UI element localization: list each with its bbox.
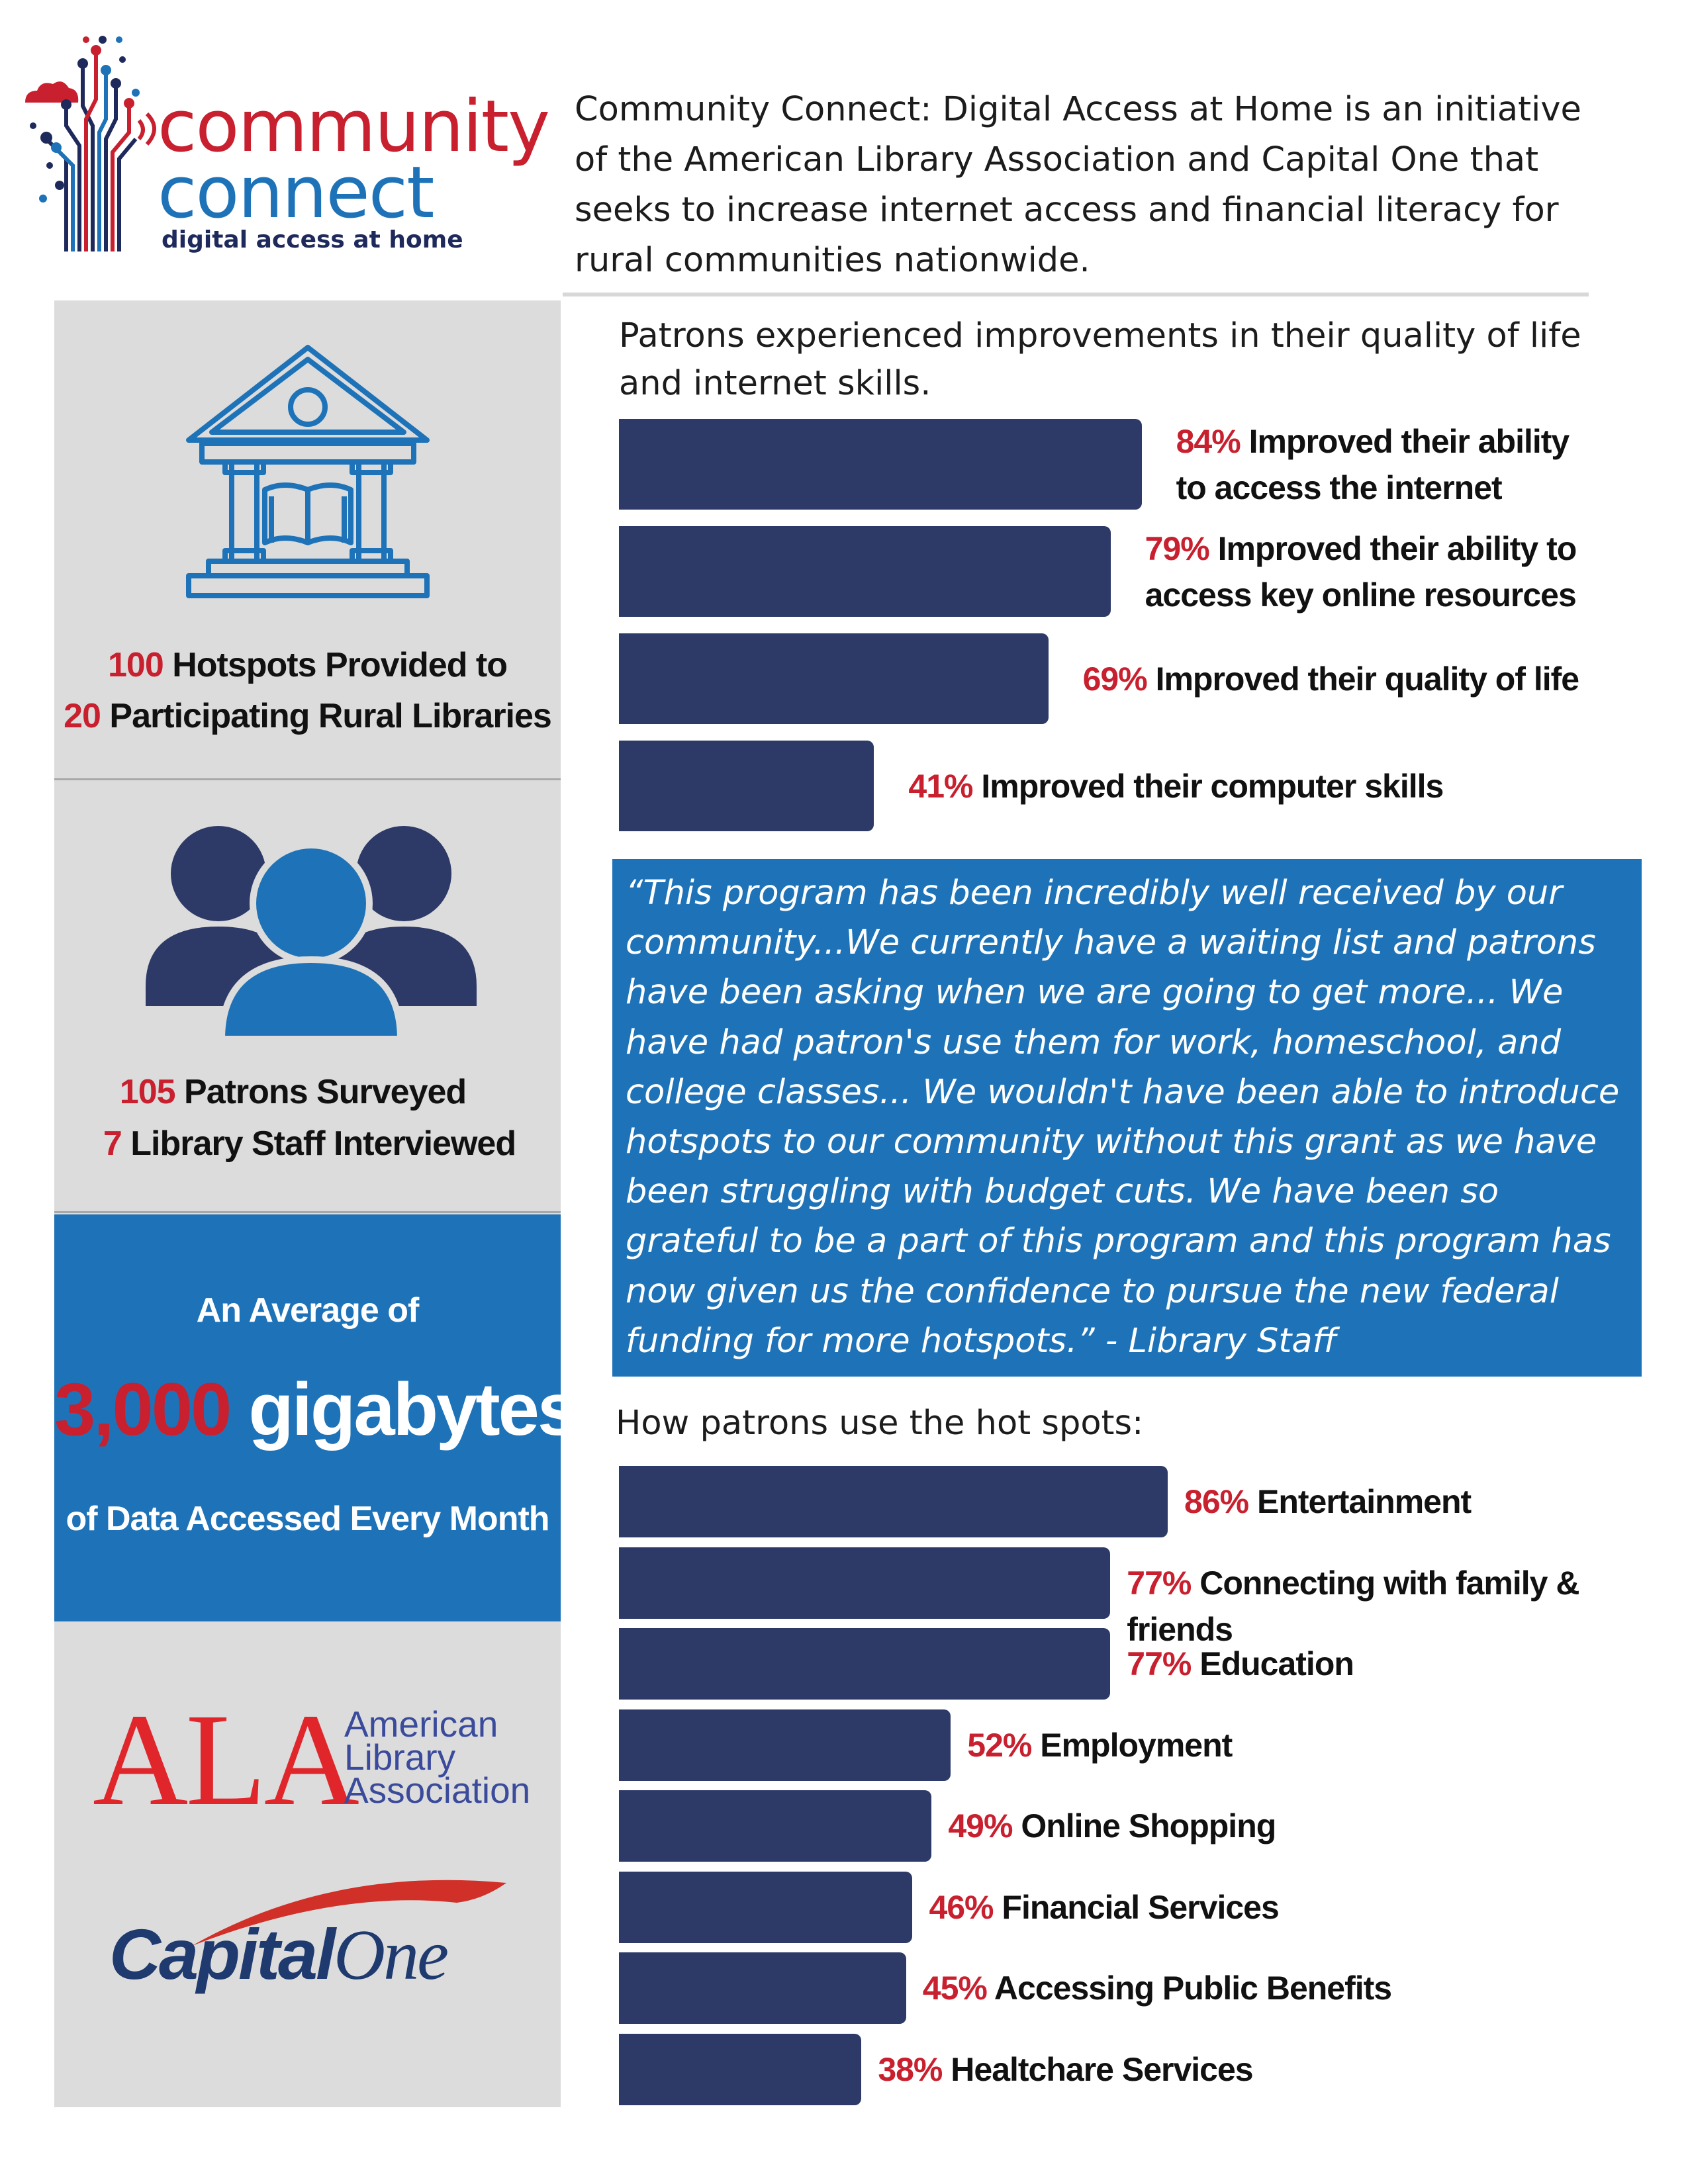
people-group-icon (146, 826, 477, 1042)
bar (619, 1709, 951, 1781)
capital-one-swoosh-icon (192, 1880, 506, 1946)
logo-tagline: digital access at home (162, 226, 463, 253)
bar-category: Employment (1031, 1726, 1233, 1764)
bar-category: Financial Services (993, 1888, 1279, 1926)
bar-label: 69% Improved their quality of life (1082, 656, 1580, 702)
bar (619, 1466, 1168, 1537)
bar-category: Improved their quality of life (1147, 660, 1580, 698)
bar-category: Improved their computer skills (972, 767, 1444, 805)
bar (619, 1790, 932, 1862)
stat-text: Participating Rural Libraries (100, 697, 551, 735)
bar-label: 77% Connecting with family & friends (1127, 1560, 1688, 1653)
ala-word: American (344, 1704, 498, 1745)
bar-label: 84% Improved their ability to access the … (1176, 418, 1570, 511)
bar-label: 41% Improved their computer skills (908, 763, 1444, 809)
bar (619, 1628, 1111, 1700)
stat-patrons-surveyed: 105 Patrons Surveyed (40, 1072, 546, 1112)
bar-value: 49% (948, 1807, 1013, 1844)
quote-panel (612, 859, 1642, 1377)
bar-value: 69% (1082, 660, 1148, 698)
ala-word: Library (344, 1737, 456, 1778)
bar-category: to access the internet (1176, 469, 1503, 506)
intro-paragraph: Community Connect: Digital Access at Hom… (575, 90, 1581, 280)
capital-one-part2: One (334, 1916, 449, 1995)
bar-category: Entertainment (1248, 1483, 1472, 1520)
data-unit: gigabytes (230, 1368, 579, 1451)
bar-value: 38% (878, 2050, 943, 2088)
improvements-heading: Patrons experienced improvements in thei… (619, 316, 1581, 403)
logo-word-community: community (158, 85, 550, 168)
bar-category: Education (1191, 1645, 1354, 1682)
stat-number: 7 (103, 1124, 122, 1163)
usage-heading: How patrons use the hot spots: (616, 1404, 1144, 1443)
bar (619, 2033, 862, 2105)
bar-category: Online Shopping (1012, 1807, 1276, 1844)
left-stats-panel (54, 300, 561, 2107)
stat-text: Patrons Surveyed (175, 1073, 467, 1111)
bar-label: 86% Entertainment (1184, 1479, 1472, 1525)
stat-text: Hotspots Provided to (163, 646, 508, 684)
data-usage-panel (54, 1214, 561, 1621)
stat-number: 100 (107, 646, 164, 684)
ala-word: Association (344, 1770, 531, 1811)
capital-one-part1: Capital (109, 1914, 336, 1994)
stat-staff-interviewed: 7 Library Staff Interviewed (56, 1124, 563, 1163)
bar-category: Improved their ability to (1209, 529, 1577, 567)
bar-label: 38% Healtchare Services (878, 2046, 1253, 2093)
bar-category: Healtchare Services (942, 2050, 1253, 2088)
bar (619, 1952, 906, 2024)
data-gigabytes-figure: 3,000 gigabytes (54, 1367, 579, 1452)
bar-label: 49% Online Shopping (948, 1803, 1276, 1849)
data-amount: 3,000 (54, 1368, 232, 1451)
bar-label: 46% Financial Services (929, 1884, 1279, 1931)
stat-number: 20 (64, 697, 101, 735)
ala-logo-words: American Library Association (344, 1704, 556, 1811)
bar (619, 526, 1111, 617)
bar (619, 1871, 913, 1943)
bar-category: access key online resources (1145, 576, 1577, 614)
bar (619, 419, 1142, 510)
bar-category: Improved their ability (1240, 422, 1570, 460)
bar (619, 633, 1049, 724)
bar-value: 46% (929, 1888, 994, 1926)
ala-logo-letters: ALA (93, 1687, 359, 1833)
bar-label: 52% Employment (967, 1722, 1233, 1768)
bar-category: Connecting with family & friends (1127, 1564, 1579, 1648)
bar-value: 84% (1176, 422, 1241, 460)
data-monthly-label: of Data Accessed Every Month (66, 1500, 549, 1538)
panel-divider (54, 1211, 561, 1213)
stat-participating-libraries: 20 Participating Rural Libraries (54, 696, 561, 736)
bar-value: 41% (908, 767, 973, 805)
staff-quote: “This program has been incredibly well r… (626, 874, 1620, 1361)
logo-word-connect: connect (158, 152, 435, 234)
bar-label: 77% Education (1127, 1641, 1354, 1687)
bar-value: 79% (1145, 529, 1210, 567)
bar-label: 79% Improved their ability to access key … (1145, 525, 1577, 618)
stat-text: Library Staff Interviewed (121, 1124, 516, 1163)
bar (619, 741, 874, 831)
library-building-icon (186, 345, 430, 598)
panel-divider (54, 778, 561, 780)
bar-value: 52% (967, 1726, 1032, 1764)
bar-value: 45% (922, 1970, 988, 2007)
header-divider (563, 293, 1589, 296)
stat-hotspots-provided: 100 Hotspots Provided to (54, 645, 561, 685)
data-average-label: An Average of (196, 1291, 420, 1330)
stat-number: 105 (119, 1073, 176, 1111)
bar-value: 77% (1127, 1564, 1192, 1602)
bar-value: 86% (1184, 1483, 1249, 1520)
bar-category: Accessing Public Benefits (986, 1970, 1392, 2007)
community-connect-logo-icon (25, 36, 156, 251)
bar-value: 77% (1127, 1645, 1192, 1682)
capital-one-logo: CapitalOne (109, 1913, 449, 1997)
bar (619, 1547, 1111, 1619)
bar-label: 45% Accessing Public Benefits (922, 1965, 1392, 2011)
